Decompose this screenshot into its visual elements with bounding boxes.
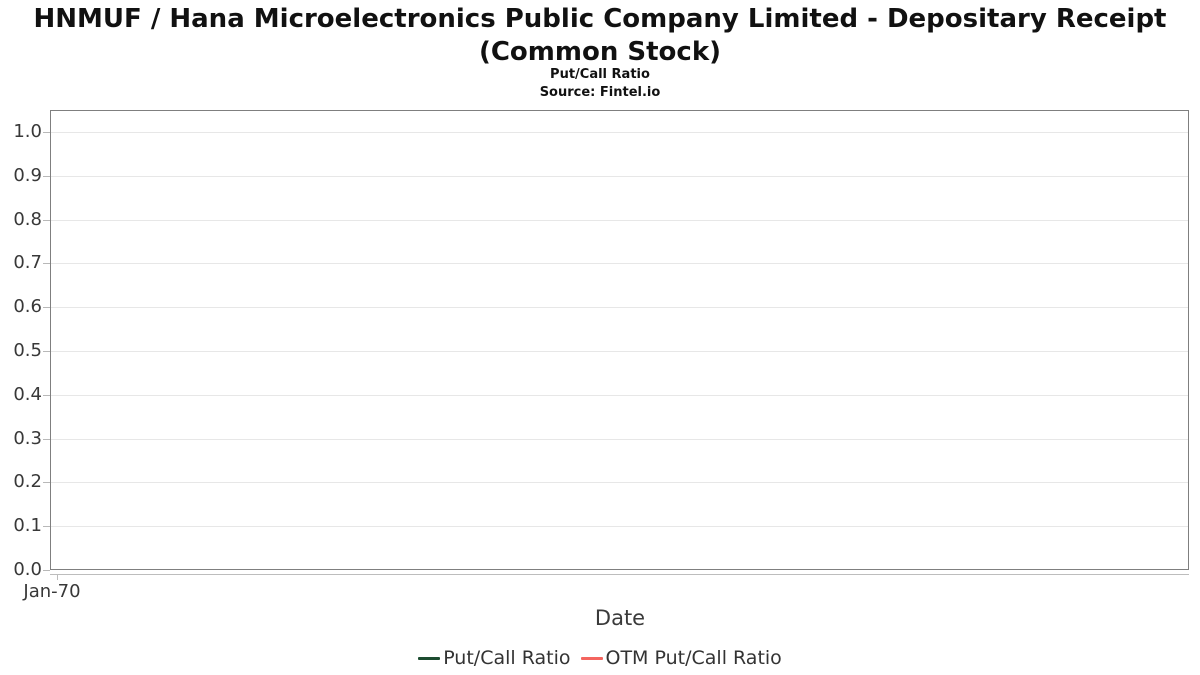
y-gridline [51, 482, 1188, 484]
y-tick-label: 0.5 [13, 340, 42, 361]
y-gridline [51, 351, 1188, 352]
y-gridline [51, 175, 1188, 177]
x-axis-line [50, 574, 1189, 575]
y-tick-label: 0.6 [13, 296, 42, 318]
y-tick-label: 0.0 [13, 559, 42, 580]
y-tick-label: 0.8 [13, 208, 42, 230]
legend-item-put-call-ratio[interactable]: Put/Call Ratio [418, 647, 571, 669]
y-tick-mark [43, 526, 50, 528]
y-tick-mark [43, 132, 50, 133]
chart-source-label: Source: Fintel.io [539, 85, 661, 100]
y-tick-label: 0.4 [13, 383, 42, 405]
legend-item-otm-put-call-ratio[interactable]: OTM Put/Call Ratio [580, 647, 782, 669]
y-tick-label: 0.9 [13, 164, 42, 186]
y-gridline [51, 526, 1188, 528]
y-gridline [51, 438, 1188, 440]
y-tick-mark [43, 438, 50, 440]
y-tick-label: 0.3 [13, 427, 42, 449]
chart-title: HNMUF / Hana Microelectronics Public Com… [0, 3, 1200, 69]
chart-title-line1: HNMUF / Hana Microelectronics Public Com… [33, 4, 1167, 34]
y-tick-mark [43, 482, 50, 484]
plot-area [50, 110, 1189, 570]
x-tick-mark [57, 574, 58, 580]
y-gridline [51, 307, 1188, 309]
y-tick-label: 0.7 [13, 252, 42, 274]
y-tick-mark [43, 570, 50, 571]
y-tick-label: 0.1 [13, 515, 42, 537]
legend: Put/Call Ratio OTM Put/Call Ratio [0, 647, 1200, 669]
y-tick-mark [43, 351, 50, 352]
y-gridline [51, 219, 1188, 221]
y-tick-mark [43, 263, 50, 265]
y-tick-label: 0.2 [13, 471, 42, 493]
x-axis-title: Date [594, 606, 646, 630]
legend-label: OTM Put/Call Ratio [605, 647, 782, 669]
x-tick-label: Jan-70 [23, 581, 81, 602]
y-tick-mark [43, 175, 50, 177]
legend-marker [418, 656, 441, 660]
y-gridline [51, 263, 1188, 265]
y-gridline [51, 394, 1188, 396]
y-tick-mark [43, 219, 50, 221]
legend-label: Put/Call Ratio [443, 647, 571, 669]
y-tick-label: 1.0 [13, 121, 42, 142]
y-gridline [51, 132, 1188, 133]
chart-subtitle: Put/Call Ratio [550, 67, 650, 82]
legend-marker [580, 656, 603, 660]
chart-title-line2: (Common Stock) [478, 37, 722, 67]
y-tick-mark [43, 307, 50, 309]
y-tick-mark [43, 394, 50, 396]
